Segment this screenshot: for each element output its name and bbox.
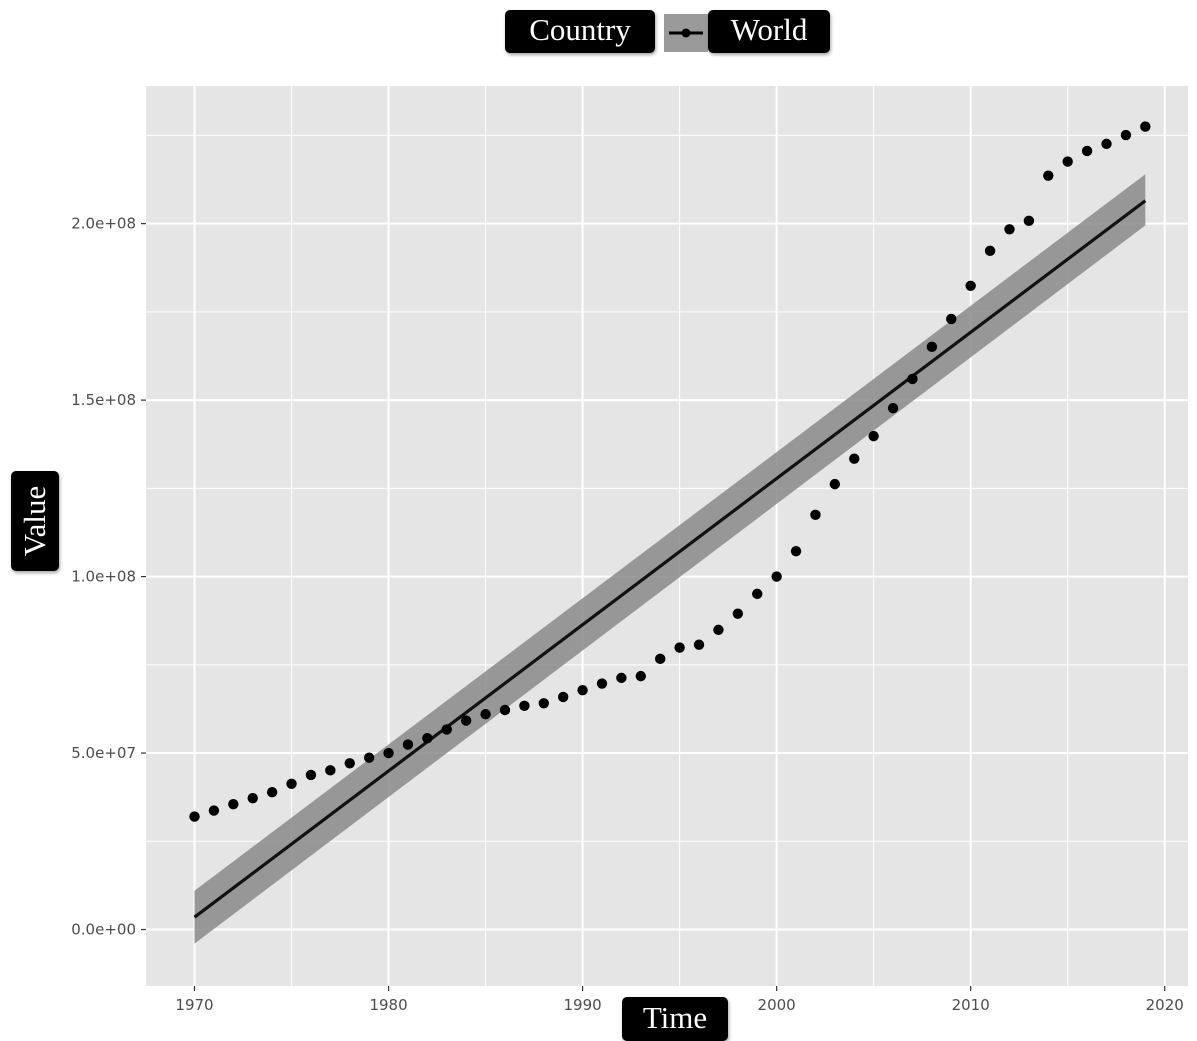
- data-point: [1081, 145, 1093, 157]
- x-tick-label: 2020: [1146, 996, 1184, 1014]
- data-point: [422, 733, 433, 744]
- y-axis-title: Value: [11, 471, 59, 571]
- data-point: [557, 691, 569, 703]
- data-point: [325, 765, 336, 776]
- data-point: [208, 805, 220, 816]
- data-point: [577, 685, 588, 696]
- data-point: [752, 588, 763, 600]
- major-gridlines: [146, 86, 1188, 986]
- data-point: [1043, 170, 1054, 181]
- data-point: [286, 778, 297, 789]
- data-point: [849, 453, 860, 464]
- data-point: [460, 715, 472, 726]
- data-point: [402, 739, 414, 750]
- data-point: [538, 698, 549, 709]
- data-point: [868, 430, 879, 442]
- data-point: [946, 313, 957, 325]
- trend-line: [193, 199, 1147, 919]
- legend-line-point-icon: [669, 28, 703, 38]
- data-point: [771, 571, 782, 582]
- y-axis-title-text: Value: [17, 485, 52, 557]
- x-axis-title: Time: [622, 997, 728, 1041]
- data-point: [907, 373, 918, 385]
- y-axis-ticks: 0.0e+00 5.0e+07 1.0e+08 1.5e+08 2.0e+08: [71, 215, 146, 939]
- data-points: [189, 121, 1151, 822]
- data-point: [189, 811, 200, 822]
- data-point: [1140, 121, 1151, 132]
- data-point: [519, 700, 530, 711]
- data-point: [480, 709, 491, 720]
- data-point: [965, 280, 976, 291]
- legend-title: Country: [505, 10, 655, 53]
- x-tick-label: 1970: [175, 996, 213, 1014]
- x-tick-label: 1990: [563, 996, 601, 1014]
- y-tick-label: 1.5e+08: [71, 391, 136, 409]
- data-point: [655, 653, 666, 665]
- y-tick-label: 2.0e+08: [71, 215, 136, 233]
- data-point: [926, 341, 938, 353]
- data-point: [713, 624, 724, 636]
- data-point: [383, 747, 394, 759]
- data-point: [499, 704, 511, 716]
- data-point: [790, 545, 802, 557]
- data-point: [305, 769, 317, 781]
- data-point: [984, 245, 996, 257]
- data-point: [693, 639, 705, 650]
- data-point: [887, 403, 899, 414]
- data-point: [228, 799, 239, 810]
- x-tick-label: 1980: [369, 996, 407, 1014]
- data-point: [810, 509, 821, 521]
- y-tick-label: 5.0e+07: [71, 744, 136, 762]
- data-point: [247, 793, 258, 804]
- data-point: [635, 670, 647, 682]
- x-axis-ticks: 1970 1980 1990 2000 2010 2020: [175, 986, 1184, 1014]
- data-point: [1023, 215, 1035, 227]
- x-tick-label: 2010: [952, 996, 990, 1014]
- data-point: [1004, 224, 1015, 235]
- data-point: [674, 642, 685, 653]
- y-tick-label: 1.0e+08: [71, 568, 136, 586]
- legend-label-world: World: [708, 10, 830, 53]
- data-point: [732, 608, 744, 619]
- y-tick-label: 0.0e+00: [71, 921, 136, 939]
- data-point: [363, 752, 375, 763]
- data-point: [344, 758, 355, 769]
- data-point: [596, 678, 608, 689]
- data-point: [266, 787, 278, 798]
- data-point: [441, 724, 452, 735]
- legend-key-world: [664, 14, 708, 52]
- data-point: [1120, 129, 1132, 141]
- data-point: [616, 672, 627, 684]
- data-point: [1062, 156, 1073, 167]
- data-point: [829, 478, 841, 490]
- data-point: [1101, 138, 1112, 150]
- x-tick-label: 2000: [758, 996, 796, 1014]
